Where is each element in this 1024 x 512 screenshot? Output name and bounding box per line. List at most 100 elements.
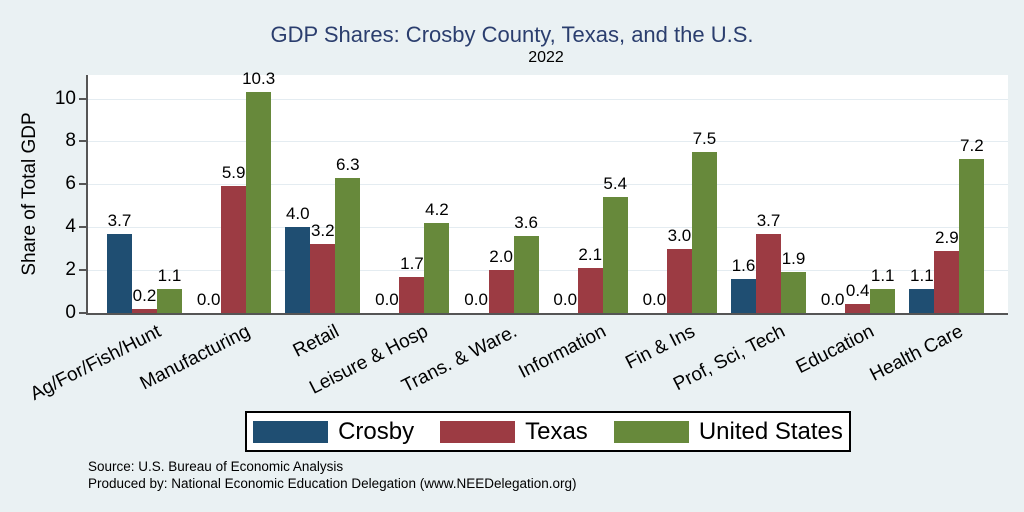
y-axis-tick	[79, 140, 86, 143]
bar-value-label: 1.1	[910, 266, 934, 286]
bar-group: 0.0 2.0 3.6	[464, 75, 539, 313]
gridline	[88, 227, 1008, 229]
y-axis-tick	[79, 269, 86, 272]
category-label: Ag/For/Fish/Hunt	[26, 321, 165, 405]
bar	[666, 248, 692, 313]
bar-value-label: 1.9	[781, 249, 806, 269]
source-notes: Source: U.S. Bureau of Economic Analysis…	[88, 458, 577, 492]
bar	[909, 289, 935, 313]
bar-group: 0.0 5.9 10.3	[196, 69, 275, 313]
bar-value-label: 0.0	[196, 290, 221, 309]
legend-label: Texas	[525, 417, 588, 445]
bar-group: 0.0 3.0 7.5	[642, 75, 717, 313]
bar-value-label: 0.2	[132, 285, 157, 305]
bar-value-label: 2.0	[489, 247, 513, 267]
bar-group: 3.7 0.2 1.1	[107, 75, 182, 313]
y-tick-label: 8	[65, 130, 76, 152]
legend-label: United States	[698, 417, 843, 445]
bar-value-label: 3.6	[514, 212, 538, 232]
legend-item: Texas	[440, 418, 588, 446]
bar-value-label: 0.0	[553, 290, 578, 309]
bar	[424, 222, 450, 313]
legend: Crosby Texas United States	[245, 411, 851, 452]
bar	[781, 272, 807, 313]
bar	[602, 197, 628, 313]
bar-value-label: 3.0	[667, 225, 692, 245]
category-label: Education	[792, 321, 878, 379]
bar-group: 1.6 3.7 1.9	[731, 75, 807, 313]
bar	[335, 177, 361, 313]
bar	[246, 92, 272, 313]
bar	[310, 244, 336, 313]
legend-label: Crosby	[338, 417, 415, 445]
bar-group: 0.0 1.7 4.2	[374, 75, 450, 313]
bar	[157, 289, 182, 313]
bar-value-label: 7.5	[692, 129, 717, 149]
bar-value-label: 4.2	[425, 199, 449, 219]
bar-value-label: 0.0	[642, 290, 667, 309]
bar-value-label: 5.9	[221, 163, 246, 183]
category-label: Information	[515, 321, 610, 383]
y-tick-label: 2	[65, 259, 76, 281]
gridline	[88, 184, 1008, 186]
legend-swatch	[613, 420, 689, 443]
bar-value-label: 0.4	[845, 281, 870, 301]
bar-value-label: 3.7	[107, 210, 132, 230]
bar	[577, 267, 603, 313]
chart-title: GDP Shares: Crosby County, Texas, and th…	[270, 22, 754, 47]
bar-value-label: 2.1	[578, 244, 603, 264]
bar	[513, 235, 539, 313]
bar	[399, 276, 425, 313]
bar-value-label: 4.0	[285, 204, 310, 224]
bar-group: 1.1 2.9 7.2	[909, 75, 985, 313]
legend-item: United States	[613, 417, 843, 446]
gridline	[88, 98, 1008, 100]
plot-area: 0 2 4 6 8 10 3.7 0.2 1.1 Ag/For/Fish/Hunt 0.0 5.9 10…	[27, 69, 1008, 405]
bar-group: 0.0 2.1 5.4	[553, 75, 628, 313]
legend-item: Crosby	[253, 418, 414, 446]
bar	[221, 186, 247, 313]
bar-value-label: 1.1	[870, 266, 895, 286]
bar	[731, 278, 757, 313]
bar-value-label: 6.3	[335, 154, 360, 174]
bar-value-label: 3.7	[756, 210, 781, 230]
bar	[488, 270, 514, 313]
bar	[691, 152, 717, 313]
bar	[756, 233, 782, 313]
category-label: Health Care	[866, 321, 967, 386]
y-axis-title-text: Share of Total GDP	[19, 112, 40, 276]
bar-value-label: 1.7	[400, 253, 424, 273]
legend-swatch	[253, 420, 329, 443]
category-label: Retail	[289, 321, 343, 362]
gridline	[88, 270, 1008, 272]
bar-group: 4.0 3.2 6.3	[285, 75, 361, 313]
y-axis-tick	[79, 97, 86, 100]
bar	[934, 250, 960, 313]
bar-value-label: 0.0	[464, 290, 488, 309]
bar-value-label: 5.4	[603, 174, 628, 194]
bar-value-label: 0.0	[820, 290, 845, 309]
y-tick-label: 4	[65, 216, 76, 238]
produced-by-line: Produced by: National Economic Education…	[88, 476, 577, 491]
bar	[132, 308, 157, 313]
bar	[107, 233, 132, 313]
bar-value-label: 10.3	[242, 69, 276, 89]
chart-subtitle: 2022	[528, 49, 564, 66]
bar	[870, 289, 896, 313]
y-axis-tick	[79, 183, 86, 186]
bar	[845, 304, 871, 313]
bar	[285, 227, 311, 313]
gridline	[88, 141, 1008, 143]
bar	[959, 158, 985, 313]
bar-value-label: 0.0	[375, 290, 399, 309]
y-tick-label: 0	[65, 302, 76, 323]
y-axis-tick	[79, 226, 86, 229]
bar-value-label: 1.6	[731, 255, 756, 275]
legend-swatch	[440, 420, 516, 443]
source-line: Source: U.S. Bureau of Economic Analysis	[88, 459, 344, 474]
bar-value-label: 1.1	[157, 266, 182, 286]
bar-value-label: 7.2	[960, 135, 984, 155]
bar-value-label: 2.9	[935, 227, 959, 247]
y-tick-label: 6	[65, 173, 76, 195]
